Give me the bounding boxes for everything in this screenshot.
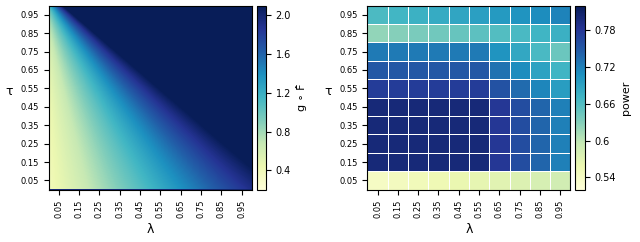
Y-axis label: τ: τ	[6, 85, 13, 98]
Y-axis label: power: power	[621, 80, 632, 115]
Y-axis label: g ∘ F̂: g ∘ F̂	[296, 84, 307, 111]
X-axis label: λ: λ	[465, 223, 472, 236]
X-axis label: λ: λ	[147, 223, 154, 236]
Y-axis label: τ: τ	[324, 85, 332, 98]
